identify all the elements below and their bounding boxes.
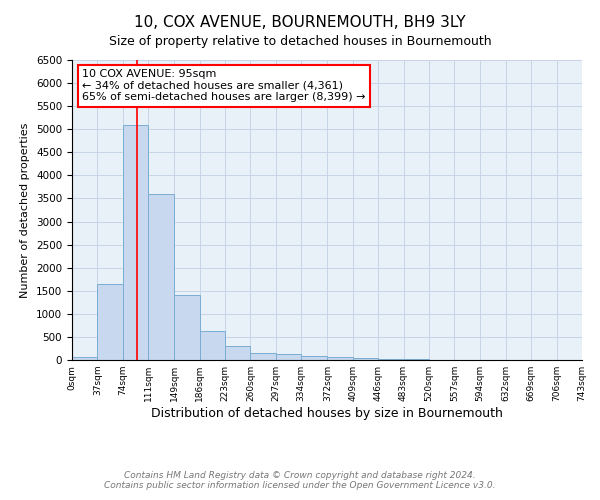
Bar xyxy=(174,296,200,360)
Bar xyxy=(276,354,301,360)
Bar xyxy=(200,332,225,360)
Bar xyxy=(225,346,250,360)
Bar xyxy=(97,284,123,360)
Bar xyxy=(250,353,276,360)
X-axis label: Distribution of detached houses by size in Bournemouth: Distribution of detached houses by size … xyxy=(151,407,503,420)
Y-axis label: Number of detached properties: Number of detached properties xyxy=(20,122,31,298)
Bar xyxy=(148,194,174,360)
Text: Size of property relative to detached houses in Bournemouth: Size of property relative to detached ho… xyxy=(109,35,491,48)
Text: 10 COX AVENUE: 95sqm
← 34% of detached houses are smaller (4,361)
65% of semi-de: 10 COX AVENUE: 95sqm ← 34% of detached h… xyxy=(82,69,366,102)
Text: Contains HM Land Registry data © Crown copyright and database right 2024.
Contai: Contains HM Land Registry data © Crown c… xyxy=(104,470,496,490)
Text: 10, COX AVENUE, BOURNEMOUTH, BH9 3LY: 10, COX AVENUE, BOURNEMOUTH, BH9 3LY xyxy=(134,15,466,30)
Bar xyxy=(328,357,353,360)
Bar xyxy=(353,358,378,360)
Bar xyxy=(378,358,404,360)
Bar xyxy=(123,124,148,360)
Bar xyxy=(301,356,328,360)
Bar xyxy=(72,356,97,360)
